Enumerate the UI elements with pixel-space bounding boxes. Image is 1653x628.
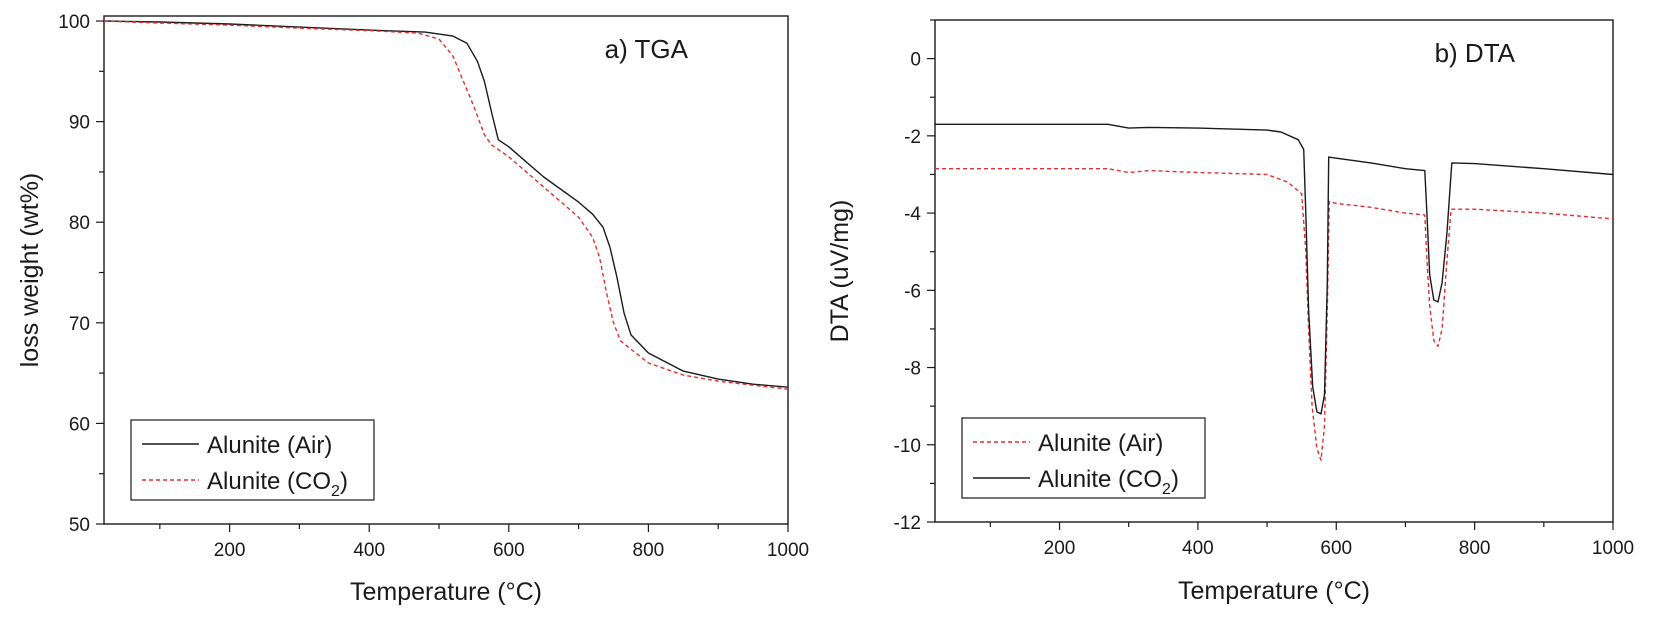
series-line	[103, 20, 789, 390]
panel-title: a) TGA	[605, 34, 689, 64]
x-tick-label: 600	[1320, 538, 1352, 559]
legend-label: Alunite (Air)	[1038, 430, 1163, 457]
x-axis-title: Temperature (°C)	[1178, 577, 1370, 605]
plot-frame	[103, 15, 789, 525]
legend-box	[130, 419, 375, 501]
y-tick-label: -2	[904, 127, 921, 148]
y-tick-label: 90	[69, 113, 90, 134]
legend-label-text: Alunite (CO	[207, 468, 331, 495]
y-tick-label: 60	[69, 414, 90, 435]
y-tick-label: -4	[904, 204, 921, 225]
tga-chart: 200 400 600 800 1000 50 60 70 80 90 100 Temperature…	[16, 12, 809, 606]
legend-label-suffix: )	[1171, 466, 1179, 493]
series-line	[935, 123, 1614, 415]
legend-label-suffix: )	[340, 468, 348, 495]
plot-frame	[934, 19, 1614, 523]
x-tick-label: 1000	[1592, 538, 1634, 559]
x-tick-label: 200	[1044, 538, 1076, 559]
y-tick-label: 80	[69, 213, 90, 234]
legend-label: Alunite (CO2)	[207, 468, 348, 500]
x-axis-title: Temperature (°C)	[350, 578, 542, 606]
y-tick-label: 70	[69, 314, 90, 335]
series-line	[103, 20, 789, 388]
legend-label-subscript: 2	[1162, 481, 1171, 498]
x-tick-label: 800	[633, 540, 665, 561]
x-tick-label: 400	[353, 540, 385, 561]
y-tick-label: -6	[904, 281, 921, 302]
dta-chart: 200 400 600 800 1000 -12 -10 -8 -6 -4 -2 0 Temperatu…	[826, 19, 1634, 605]
x-tick-label: 600	[493, 540, 525, 561]
legend: Alunite (Air) Alunite (CO2)	[130, 419, 375, 501]
legend-box	[961, 417, 1206, 499]
y-tick-label: 100	[58, 12, 90, 33]
legend-label-text: Alunite (CO	[1038, 466, 1162, 493]
legend: Alunite (Air) Alunite (CO2)	[961, 417, 1206, 499]
y-tick-label: -12	[894, 513, 921, 534]
legend-label: Alunite (CO2)	[1038, 466, 1179, 498]
panel-title: b) DTA	[1435, 38, 1516, 68]
y-tick-label: 50	[69, 515, 90, 536]
y-axis-title: loss weight (wt%)	[16, 173, 44, 368]
x-tick-label: 400	[1182, 538, 1214, 559]
x-tick-label: 1000	[767, 540, 809, 561]
legend-label: Alunite (Air)	[207, 432, 332, 459]
x-tick-label: 800	[1459, 538, 1491, 559]
x-tick-label: 200	[214, 540, 246, 561]
y-tick-label: 0	[910, 50, 921, 71]
y-tick-label: -8	[904, 359, 921, 380]
y-tick-label: -10	[894, 436, 921, 457]
series-line	[935, 168, 1614, 461]
legend-label-text: Alunite (Air)	[1038, 430, 1163, 457]
legend-label-text: Alunite (Air)	[207, 432, 332, 459]
y-axis-title: DTA (uV/mg)	[826, 200, 854, 343]
legend-label-subscript: 2	[331, 483, 340, 500]
